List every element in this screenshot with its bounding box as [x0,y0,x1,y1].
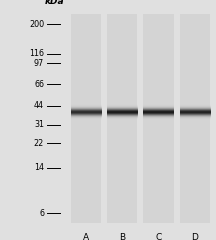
Bar [107,14,137,223]
Text: 14: 14 [34,163,44,172]
Text: kDa: kDa [45,0,65,6]
Bar [143,14,174,223]
Bar [180,14,210,223]
Text: 6: 6 [39,209,44,218]
Text: D: D [191,233,198,240]
Text: 200: 200 [29,20,44,29]
Text: B: B [119,233,125,240]
Text: 116: 116 [29,49,44,58]
Text: A: A [83,233,89,240]
Text: 31: 31 [34,120,44,129]
Text: C: C [156,233,162,240]
Bar [71,14,101,223]
Text: 66: 66 [34,79,44,89]
Text: 22: 22 [34,139,44,148]
Text: 44: 44 [34,102,44,110]
Text: 97: 97 [34,59,44,68]
